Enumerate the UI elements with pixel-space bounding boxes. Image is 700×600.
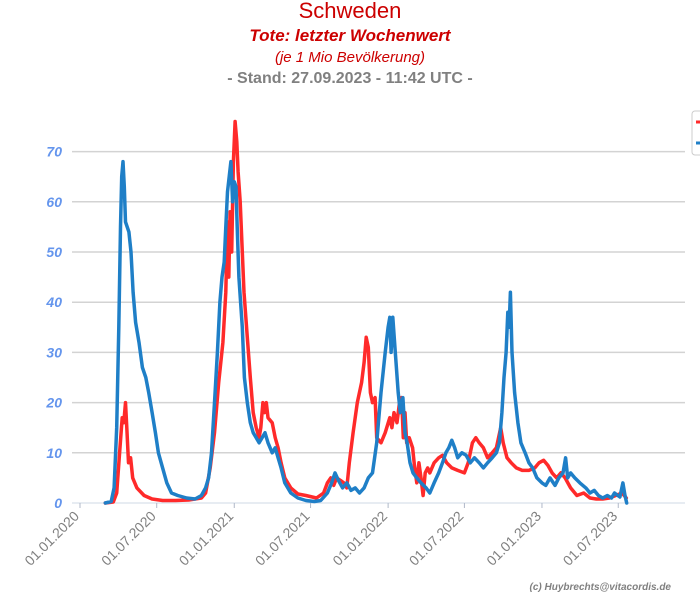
y-axis-ticks: 0 10 20 30 40 50 60 70 [45,144,62,511]
x-tick-label-4: 01.01.2022 [329,508,390,569]
y-tick-label-60: 60 [46,194,62,210]
series-lines [103,119,629,505]
x-tick-label-2: 01.01.2021 [176,508,237,569]
chart-subtitle: Tote: letzter Wochenwert [249,26,452,45]
x-axis-ticks: 01.01.2020 01.07.2020 01.01.2021 01.07.2021… [21,503,621,569]
y-tick-label-40: 40 [45,294,62,310]
x-tick-label-1: 01.07.2020 [98,508,159,569]
y-tick-label-70: 70 [46,144,62,160]
chart-title: Schweden [299,0,402,23]
legend [691,110,700,156]
x-tick-label-6: 01.01.2023 [483,508,544,569]
credit: (c) Huybrechts@vitacordis.de [530,582,672,593]
series-line-blue [103,159,629,505]
chart-stand: - Stand: 27.09.2023 - 11:42 UTC - [227,70,472,87]
y-tick-label-50: 50 [46,244,62,260]
y-tick-label-30: 30 [46,344,62,360]
series-line-red [103,119,629,505]
legend-box [691,110,700,156]
x-tick-label-5: 01.07.2022 [406,508,467,569]
x-tick-label-7: 01.07.2023 [560,508,621,569]
chart-subtitle-units: (je 1 Mio Bevölkerung) [275,49,425,66]
y-tick-label-20: 20 [45,395,62,411]
y-tick-label-0: 0 [54,495,62,511]
x-tick-label-0: 01.01.2020 [21,508,82,569]
y-tick-label-10: 10 [46,445,62,461]
grid-lines [72,150,685,504]
x-tick-label-3: 01.07.2021 [252,508,313,569]
